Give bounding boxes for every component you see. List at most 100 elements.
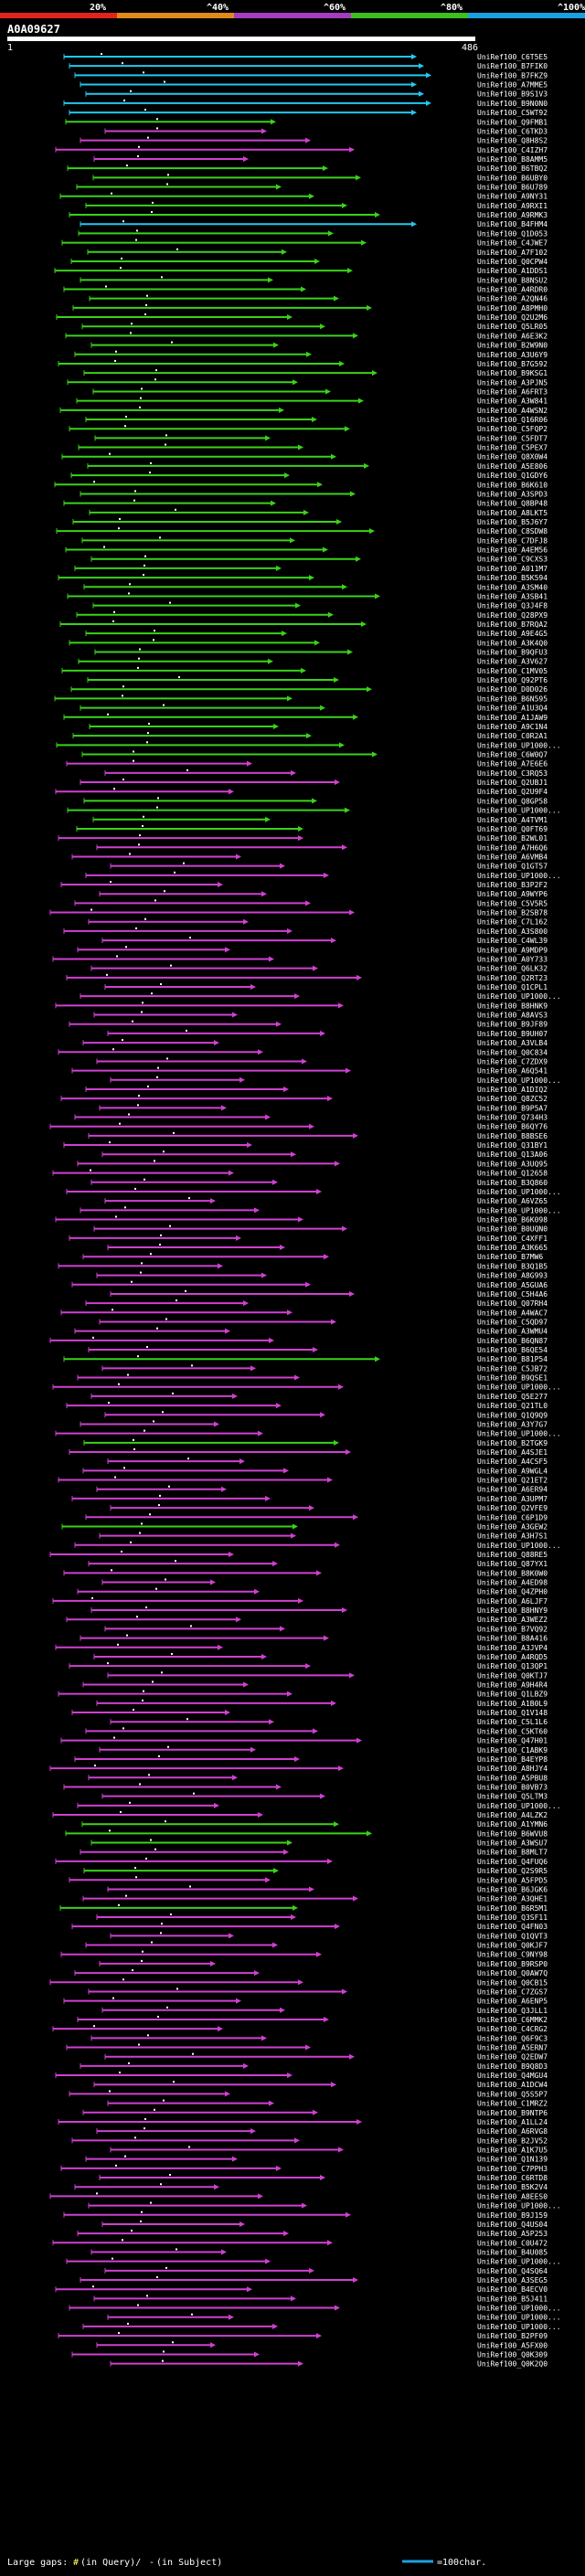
hit-label[interactable]: UniRef100_A011M7 [477,565,548,573]
hit-label[interactable]: UniRef100_UP1000... [477,1802,561,1810]
hit-label[interactable]: UniRef100_A4WAC7 [477,1309,548,1317]
hit-row[interactable]: UniRef100_C1MRZ2 [107,2099,548,2108]
hit-label[interactable]: UniRef100_A9RXI1 [477,202,548,210]
hit-label[interactable]: UniRef100_C1ABK9 [477,1746,548,1754]
hit-label[interactable]: UniRef100_Q28PX9 [477,611,548,620]
hit-label[interactable]: UniRef100_A3Y7G7 [477,1420,548,1428]
hit-row[interactable]: UniRef100_C7PPH3 [60,2164,548,2173]
hit-label[interactable]: UniRef100_B0UQN0 [477,1225,548,1234]
hit-label[interactable]: UniRef100_C5JB72 [477,1364,548,1373]
hit-label[interactable]: UniRef100_C7ZGS7 [477,1988,548,1996]
hit-label[interactable]: UniRef100_Q4FN03 [477,1923,548,1931]
hit-row[interactable]: UniRef100_B9QSE1 [77,1373,548,1383]
hit-row[interactable]: UniRef100_Q07RH4 [85,1299,548,1308]
hit-row[interactable]: UniRef100_Q3SF11 [96,1913,548,1922]
hit-label[interactable]: UniRef100_A9WGL4 [477,1467,548,1475]
hit-row[interactable]: UniRef100_B6K610 [54,481,548,489]
hit-label[interactable]: UniRef100_C5FQP2 [477,425,548,433]
hit-label[interactable]: UniRef100_B2TGK9 [477,1439,548,1447]
hit-row[interactable]: UniRef100_B7FIK0 [69,62,548,70]
hit-label[interactable]: UniRef100_B7VQ92 [477,1625,548,1633]
hit-row[interactable]: UniRef100_C5KT60 [85,1727,548,1735]
hit-label[interactable]: UniRef100_Q4SQ64 [477,2267,548,2275]
hit-label[interactable]: UniRef100_B7RQA2 [477,620,548,629]
hit-row[interactable]: UniRef100_Q1GT57 [110,862,548,871]
hit-label[interactable]: UniRef100_C6TKD3 [477,127,548,135]
hit-label[interactable]: UniRef100_A9C1N4 [477,723,548,731]
hit-label[interactable]: UniRef100_A5FX00 [477,2341,548,2349]
hit-label[interactable]: UniRef100_A9RMK3 [477,211,548,219]
hit-label[interactable]: UniRef100_B6UBY0 [477,174,548,182]
hit-row[interactable]: UniRef100_UP1000... [88,2201,561,2210]
hit-label[interactable]: UniRef100_C5WT92 [477,109,548,117]
hit-row[interactable]: UniRef100_B4ECV0 [55,2285,548,2294]
hit-row[interactable]: UniRef100_B8NSU2 [80,276,548,284]
hit-row[interactable]: UniRef100_A8AVS3 [93,1011,548,1020]
hit-row[interactable]: UniRef100_B9UH07 [107,1029,548,1038]
hit-row[interactable]: UniRef100_Q1Q9Q9 [104,1411,548,1419]
hit-label[interactable]: UniRef100_B8MLT7 [477,1849,548,1857]
hit-row[interactable]: UniRef100_C6RTD8 [99,2174,548,2182]
hit-label[interactable]: UniRef100_C4CRG2 [477,2025,548,2033]
hit-label[interactable]: UniRef100_Q21ET2 [477,1477,548,1485]
hit-label[interactable]: UniRef100_Q3SF11 [477,1913,548,1922]
hit-label[interactable]: UniRef100_A6VZ65 [477,1197,548,1205]
hit-row[interactable]: UniRef100_Q4ZPH0 [77,1587,548,1596]
hit-label[interactable]: UniRef100_C9NY98 [477,1951,548,1959]
hit-label[interactable]: UniRef100_A8G993 [477,1272,548,1280]
hit-row[interactable]: UniRef100_A4EM56 [65,546,548,555]
hit-label[interactable]: UniRef100_B3Q860 [477,1179,548,1187]
hit-row[interactable]: UniRef100_Q0K2Q0 [110,2359,548,2369]
hit-row[interactable]: UniRef100_UP1000... [74,1541,561,1550]
hit-label[interactable]: UniRef100_A4RQD5 [477,1653,548,1661]
hit-label[interactable]: UniRef100_Q92PT6 [477,676,548,684]
hit-label[interactable]: UniRef100_A3VLB4 [477,1039,548,1047]
hit-row[interactable]: UniRef100_A1JAW9 [63,713,548,722]
hit-label[interactable]: UniRef100_B6QN87 [477,1337,548,1345]
hit-label[interactable]: UniRef100_Q9FMB1 [477,118,548,126]
hit-row[interactable]: UniRef100_A5P253 [77,2230,548,2238]
hit-row[interactable]: UniRef100_A8G993 [96,1271,548,1280]
hit-row[interactable]: UniRef100_B2SB78 [49,908,548,917]
hit-row[interactable]: UniRef100_Q2U2M6 [56,313,548,322]
hit-row[interactable]: UniRef100_UP1000... [77,1801,561,1810]
hit-row[interactable]: UniRef100_B9JF89 [69,1020,548,1029]
hit-label[interactable]: UniRef100_Q16R06 [477,416,548,424]
hit-row[interactable]: UniRef100_Q8X0W4 [61,452,548,461]
hit-label[interactable]: UniRef100_A5PBU8 [477,1774,548,1782]
hit-row[interactable]: UniRef100_Q5S5P7 [69,2090,548,2098]
hit-label[interactable]: UniRef100_Q21TL0 [477,1402,548,1410]
hit-row[interactable]: UniRef100_Q2VFE9 [110,1504,548,1512]
hit-label[interactable]: UniRef100_Q0KJF7 [477,1942,548,1950]
hit-label[interactable]: UniRef100_B9QFU3 [477,649,548,657]
hit-label[interactable]: UniRef100_C5KT60 [477,1727,548,1735]
hit-row[interactable]: UniRef100_Q5LTM3 [101,1792,548,1801]
hit-label[interactable]: UniRef100_Q1GT57 [477,863,548,871]
hit-row[interactable]: UniRef100_Q8GP58 [83,797,548,805]
hit-row[interactable]: UniRef100_Q0FT69 [76,824,548,833]
hit-row[interactable]: UniRef100_B6QN87 [49,1336,548,1345]
hit-label[interactable]: UniRef100_Q1QVT3 [477,1932,548,1940]
hit-row[interactable]: UniRef100_C1ABK9 [99,1745,548,1754]
hit-label[interactable]: UniRef100_B6U789 [477,184,548,192]
hit-row[interactable]: UniRef100_A3WEZ2 [66,1616,548,1624]
hit-row[interactable]: UniRef100_C9NY98 [60,1950,548,1959]
hit-label[interactable]: UniRef100_A9NY31 [477,193,548,201]
hit-row[interactable]: UniRef100_C3RQ53 [104,769,548,778]
hit-row[interactable]: UniRef100_UP1000... [69,2304,561,2313]
hit-label[interactable]: UniRef100_C7DFJ8 [477,536,548,545]
hit-label[interactable]: UniRef100_Q12658 [477,1170,548,1178]
hit-row[interactable]: UniRef100_A3SM40 [83,583,548,591]
hit-row[interactable]: UniRef100_B6UBY0 [92,174,548,182]
hit-row[interactable]: UniRef100_A1DDS1 [54,267,548,275]
hit-row[interactable]: UniRef100_C5QD97 [99,1318,548,1326]
hit-label[interactable]: UniRef100_B81P54 [477,1355,548,1363]
hit-row[interactable]: UniRef100_A3JVP4 [55,1643,548,1652]
hit-row[interactable]: UniRef100_A8LKT5 [89,508,548,517]
hit-row[interactable]: UniRef100_Q88RE5 [49,1550,548,1559]
hit-row[interactable]: UniRef100_A4SJE1 [69,1448,548,1457]
hit-row[interactable]: UniRef100_UP1000... [66,2257,561,2266]
hit-label[interactable]: UniRef100_B3Q1B5 [477,1262,548,1270]
hit-label[interactable]: UniRef100_Q07RH4 [477,1299,548,1308]
hit-row[interactable]: UniRef100_A3K4Q0 [69,639,548,647]
